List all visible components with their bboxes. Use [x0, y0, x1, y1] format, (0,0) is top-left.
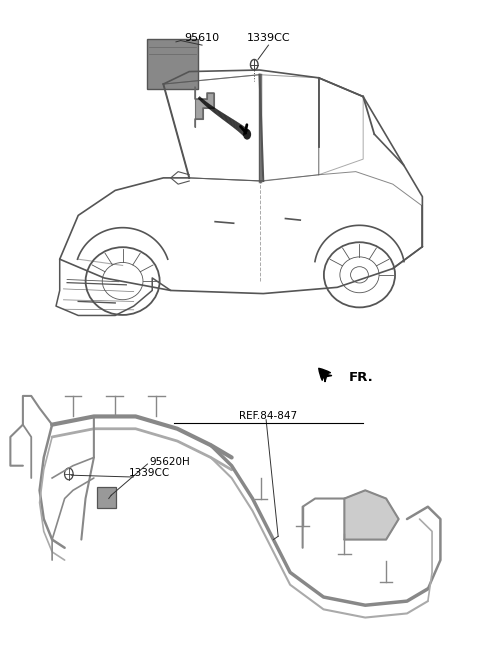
Text: 1339CC: 1339CC: [129, 468, 170, 478]
Text: FR.: FR.: [349, 371, 374, 384]
FancyBboxPatch shape: [146, 39, 198, 89]
Polygon shape: [344, 490, 399, 539]
Text: REF.84-847: REF.84-847: [240, 411, 298, 421]
Text: 95610: 95610: [184, 33, 220, 43]
FancyBboxPatch shape: [97, 487, 116, 508]
Text: 1339CC: 1339CC: [247, 33, 290, 43]
Polygon shape: [195, 87, 214, 127]
Circle shape: [244, 130, 251, 139]
Text: 95620H: 95620H: [150, 457, 191, 466]
